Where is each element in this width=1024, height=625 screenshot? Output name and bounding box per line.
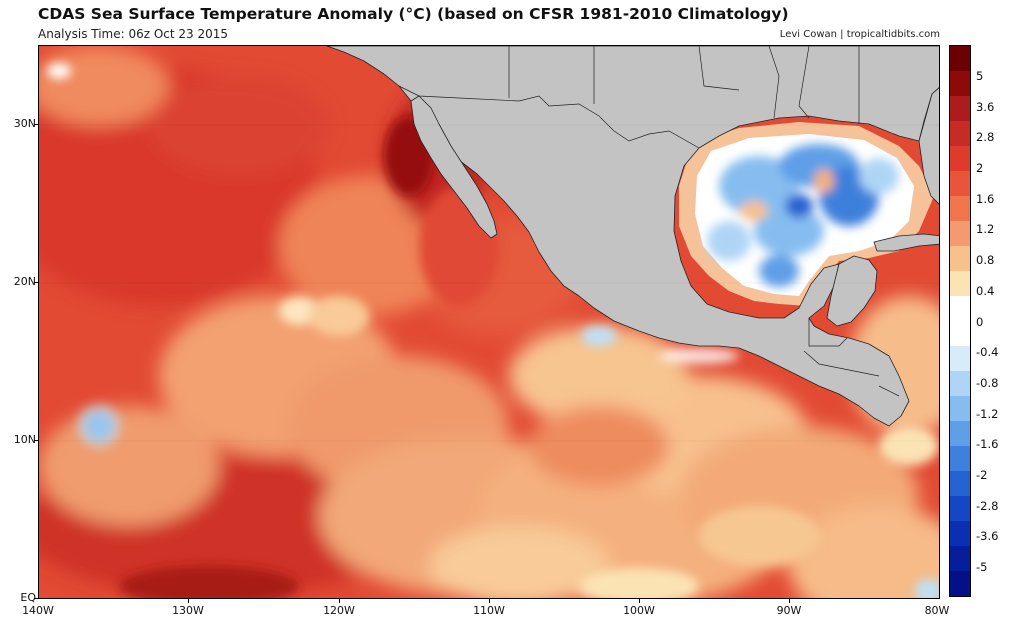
colorbar-label: 1.6 bbox=[976, 191, 995, 206]
colorbar-segment bbox=[950, 346, 970, 371]
gridlines bbox=[39, 124, 939, 442]
colorbar-label: 3.6 bbox=[976, 99, 995, 114]
colorbar-segment bbox=[950, 171, 970, 196]
lat-tick bbox=[34, 124, 38, 125]
lon-tick bbox=[639, 599, 640, 603]
colorbar-label: 0.4 bbox=[976, 283, 995, 298]
cuba bbox=[873, 233, 939, 252]
colorbar-segment bbox=[950, 571, 970, 596]
colorbar-segment bbox=[950, 521, 970, 546]
florida bbox=[918, 87, 939, 205]
lat-label-30n: 30N bbox=[13, 117, 36, 130]
colorbar bbox=[949, 45, 971, 597]
colorbar-label: -0.4 bbox=[976, 345, 999, 360]
lon-tick bbox=[188, 599, 189, 603]
colorbar-segment bbox=[950, 371, 970, 396]
lon-label-90w: 90W bbox=[776, 604, 802, 617]
lat-label-eq: EQ bbox=[20, 591, 36, 604]
credit-text: Levi Cowan | tropicaltidbits.com bbox=[779, 29, 940, 40]
colorbar-segment bbox=[950, 321, 970, 346]
colorbar-label: -1.2 bbox=[976, 406, 999, 421]
analysis-time: Analysis Time: 06z Oct 23 2015 bbox=[38, 27, 229, 41]
yucatan bbox=[826, 255, 878, 327]
colorbar-label: -2 bbox=[976, 467, 988, 482]
lon-label-140w: 140W bbox=[22, 604, 54, 617]
colorbar-segment bbox=[950, 296, 970, 321]
colorbar-label: 0.8 bbox=[976, 253, 995, 268]
colorbar-label: 0 bbox=[976, 314, 984, 329]
north-america-landmass bbox=[326, 46, 939, 427]
lon-label-110w: 110W bbox=[473, 604, 505, 617]
colorbar-segment bbox=[950, 46, 970, 71]
colorbar-label: -2.8 bbox=[976, 498, 999, 513]
lat-tick bbox=[34, 598, 38, 599]
land bbox=[326, 46, 939, 427]
colorbar-label: 2.8 bbox=[976, 130, 995, 145]
colorbar-label: -0.8 bbox=[976, 375, 999, 390]
lon-tick bbox=[789, 599, 790, 603]
lon-label-80w: 80W bbox=[924, 604, 950, 617]
colorbar-segment bbox=[950, 396, 970, 421]
colorbar-label: 5 bbox=[976, 69, 984, 83]
colorbar-segment bbox=[950, 471, 970, 496]
sst-anomaly-map bbox=[38, 45, 940, 599]
lon-tick bbox=[339, 599, 340, 603]
country-borders bbox=[398, 46, 900, 397]
colorbar-segment bbox=[950, 496, 970, 521]
gulf-of-mexico-anomaly bbox=[679, 122, 934, 306]
colorbar-segment bbox=[950, 546, 970, 571]
baja-california bbox=[410, 95, 498, 239]
colorbar-segment bbox=[950, 446, 970, 471]
colorbar-segment bbox=[950, 121, 970, 146]
colorbar-segment bbox=[950, 196, 970, 221]
lat-tick bbox=[34, 440, 38, 441]
colorbar-label: 1.2 bbox=[976, 222, 995, 237]
lat-label-10n: 10N bbox=[13, 433, 36, 446]
lat-tick bbox=[34, 282, 38, 283]
colorbar-label: -3.6 bbox=[976, 529, 999, 544]
lon-label-120w: 120W bbox=[323, 604, 355, 617]
colorbar-segment bbox=[950, 71, 970, 96]
colorbar-label: -1.6 bbox=[976, 437, 999, 452]
colorbar-label: -5 bbox=[976, 560, 988, 574]
lat-label-20n: 20N bbox=[13, 275, 36, 288]
colorbar-segment bbox=[950, 146, 970, 171]
map-title: CDAS Sea Surface Temperature Anomaly (°C… bbox=[38, 5, 789, 23]
lon-label-130w: 130W bbox=[172, 604, 204, 617]
lon-label-100w: 100W bbox=[623, 604, 655, 617]
colorbar-segment bbox=[950, 421, 970, 446]
colorbar-segment bbox=[950, 271, 970, 296]
lon-tick bbox=[489, 599, 490, 603]
colorbar-segment bbox=[950, 221, 970, 246]
colorbar-segment bbox=[950, 246, 970, 271]
colorbar-segment bbox=[950, 96, 970, 121]
colorbar-label: 2 bbox=[976, 161, 984, 176]
